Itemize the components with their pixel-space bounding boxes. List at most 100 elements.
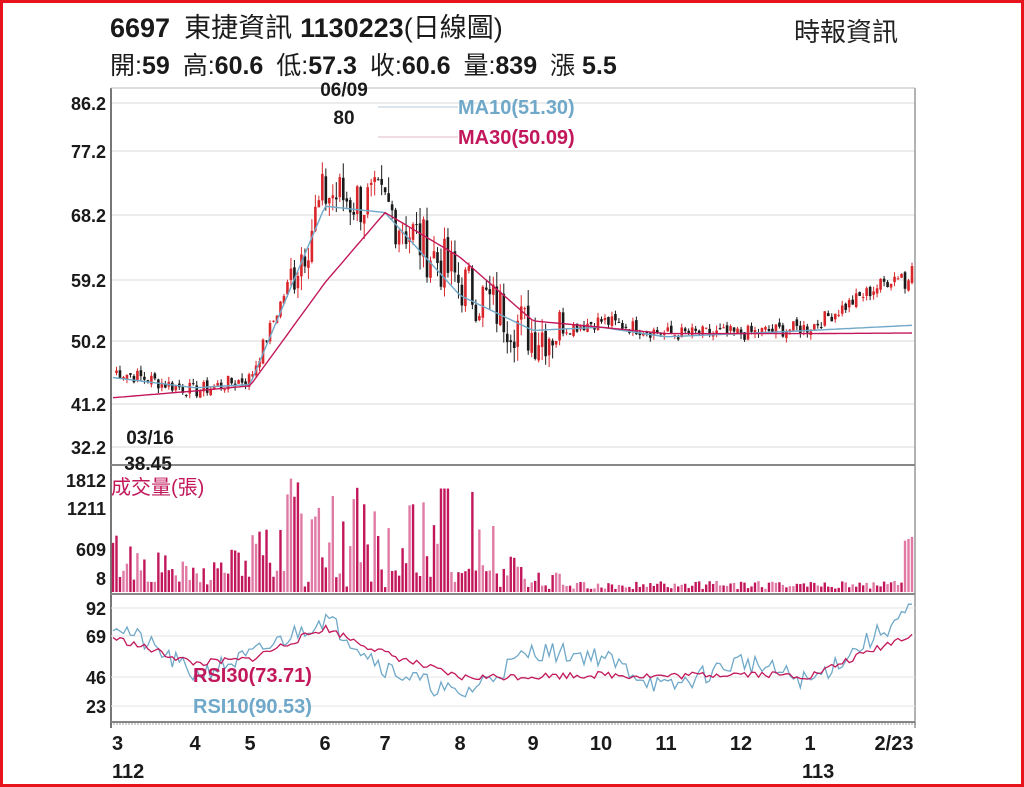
volume-bar xyxy=(199,582,202,592)
candle-body xyxy=(844,303,848,310)
x-month-label: 5 xyxy=(244,733,255,755)
candle-body xyxy=(230,377,233,384)
volume-tick-label: 1211 xyxy=(67,499,106,519)
volume-bar xyxy=(418,576,422,592)
volume-bar xyxy=(129,546,132,592)
candle-body xyxy=(129,373,132,375)
ma30-legend: MA30(50.09) xyxy=(458,127,575,149)
volume-bar xyxy=(157,552,160,592)
volume-bar xyxy=(886,584,889,592)
volume-bar xyxy=(729,583,732,592)
volume-bar xyxy=(132,579,136,592)
volume-bar xyxy=(481,565,485,592)
candle-body xyxy=(481,286,485,318)
candle-body xyxy=(523,308,527,310)
candle-body xyxy=(136,370,139,382)
volume-bar xyxy=(125,563,129,592)
volume-bar xyxy=(701,588,704,592)
candle-body xyxy=(530,333,533,353)
candle-body xyxy=(348,200,352,213)
candle-body xyxy=(868,286,872,297)
volume-bar xyxy=(889,582,893,592)
volume-bar xyxy=(854,586,858,592)
volume-bar xyxy=(373,511,376,592)
candle-body xyxy=(833,313,837,320)
price-panel: 86.2 77.2 68.2 59.2 50.2 41.2 32.2 xyxy=(71,87,916,728)
candle-body xyxy=(725,325,729,333)
volume-bar xyxy=(167,570,171,592)
volume-bar xyxy=(275,570,279,592)
volume-bar xyxy=(907,538,910,592)
candle-body xyxy=(687,330,690,334)
rsi-tick-label: 69 xyxy=(86,627,106,647)
candle-body xyxy=(512,341,516,348)
candle-body xyxy=(701,326,704,335)
candle-body xyxy=(886,281,889,288)
volume-bar xyxy=(764,588,767,592)
candle-body xyxy=(596,317,600,330)
candle-body xyxy=(750,325,753,332)
volume-bar xyxy=(429,576,432,592)
candle-body xyxy=(164,383,167,388)
candle-body xyxy=(219,382,223,389)
volume-bar xyxy=(478,529,481,592)
volume-bar xyxy=(265,529,268,592)
volume-bar xyxy=(551,575,554,592)
rsi-tick-label: 23 xyxy=(86,697,106,717)
candle-body xyxy=(310,230,314,262)
x-month-label: 1 xyxy=(804,733,815,755)
volume-bar xyxy=(788,586,792,592)
rsi10-legend: RSI10(90.53) xyxy=(193,696,312,718)
volume-bar xyxy=(820,586,823,592)
candle-body xyxy=(282,296,286,304)
volume-bar xyxy=(450,572,453,592)
candle-body xyxy=(792,321,795,331)
candle-body xyxy=(300,254,303,277)
ohlc-change: 漲 5.5 xyxy=(550,52,617,80)
ohlc-summary: 開:59 高:60.6 低:57.3 收:60.6 量:839 漲 5.5 xyxy=(110,46,623,82)
volume-bar xyxy=(865,582,868,592)
candle-body xyxy=(624,326,628,328)
volume-bar xyxy=(230,549,233,592)
candle-body xyxy=(383,187,387,193)
price-tick-label: 77.2 xyxy=(71,142,106,162)
volume-bar xyxy=(192,567,195,592)
volume-bar xyxy=(847,587,851,592)
candle-body xyxy=(460,284,464,306)
candle-body xyxy=(247,374,251,387)
volume-bar xyxy=(558,573,561,592)
candle-body xyxy=(485,287,488,290)
candle-body xyxy=(715,330,718,335)
candle-body xyxy=(359,186,363,223)
candle-body xyxy=(457,274,460,283)
volume-bar xyxy=(659,581,662,592)
volume-bar xyxy=(282,571,286,592)
volume-bar xyxy=(513,557,516,592)
volume-bar xyxy=(844,582,847,592)
volume-bar xyxy=(206,584,209,592)
volume-bar xyxy=(457,572,460,592)
candle-body xyxy=(394,209,397,245)
candle-body xyxy=(621,323,624,329)
volume-bar xyxy=(530,582,533,592)
candle-body xyxy=(436,252,439,264)
rsi30-line xyxy=(112,624,913,681)
volume-legend: 成交量(張) xyxy=(111,476,204,499)
candle-body xyxy=(799,325,802,334)
candle-body xyxy=(708,328,711,335)
volume-bar xyxy=(628,586,631,592)
volume-bar xyxy=(544,585,547,592)
volume-tick-label: 609 xyxy=(76,540,106,560)
candle-body xyxy=(139,370,143,377)
volume-bar xyxy=(589,588,593,592)
candle-body xyxy=(823,311,827,326)
candle-body xyxy=(307,260,310,268)
candle-body xyxy=(331,195,335,199)
volume-bar xyxy=(317,507,321,592)
volume-bar xyxy=(404,563,408,592)
candle-body xyxy=(118,370,122,379)
volume-bar xyxy=(467,568,471,592)
rsi-tick-label: 46 xyxy=(86,668,106,688)
candle-body xyxy=(425,220,429,278)
candle-body xyxy=(558,311,561,341)
